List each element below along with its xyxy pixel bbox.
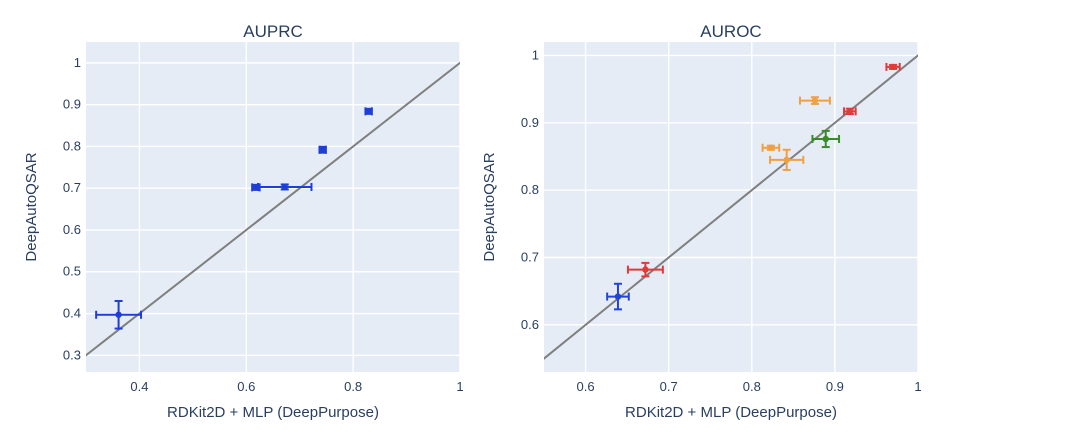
- y-tick-label: 0.7: [63, 180, 81, 195]
- point-marker: [642, 266, 649, 273]
- point-marker: [365, 108, 372, 115]
- plot-area: [86, 42, 460, 372]
- point-marker: [811, 97, 819, 104]
- data-point: [257, 182, 313, 191]
- data-point: [769, 148, 805, 171]
- y-tick-label: 0.8: [521, 182, 539, 197]
- y-tick-label: 1: [74, 55, 81, 70]
- y-tick-label: 0.6: [63, 222, 81, 237]
- x-tick-label: 0.6: [237, 379, 255, 394]
- point-marker: [822, 135, 829, 143]
- y-tick-label: 0.7: [521, 250, 539, 265]
- data-point: [626, 261, 664, 278]
- point-marker: [767, 144, 775, 151]
- x-tick-label: 0.6: [577, 379, 595, 394]
- data-point: [606, 282, 630, 311]
- y-tick-label: 0.5: [63, 264, 81, 279]
- y-tick-label: 0.4: [63, 306, 81, 321]
- x-tick-label: 0.4: [130, 379, 148, 394]
- point-marker: [614, 293, 622, 300]
- x-axis-title: RDKit2D + MLP (DeepPurpose): [625, 404, 837, 421]
- reference-line: [86, 61, 460, 357]
- y-axis-title: DeepAutoQSAR: [23, 152, 40, 261]
- chart-title: AUROC: [700, 22, 761, 41]
- x-tick-label: 0.8: [344, 379, 362, 394]
- data-point: [843, 107, 857, 116]
- data-point: [95, 299, 143, 330]
- point-marker: [281, 183, 288, 191]
- data-point: [364, 107, 373, 116]
- data-point: [811, 129, 841, 149]
- y-tick-label: 0.9: [521, 115, 539, 130]
- x-tick-label: 0.7: [660, 379, 678, 394]
- x-tick-label: 0.9: [826, 379, 844, 394]
- reference-line: [544, 54, 918, 360]
- data-point: [761, 143, 781, 152]
- point-marker: [846, 108, 854, 115]
- chart-auprc: 0.4 0.6 0.8 1 0.3 0.4 0.5 0.6 0.7 0.8 0.9 1 AUPRC RDK…: [23, 22, 464, 421]
- data-point: [798, 96, 831, 105]
- point-marker: [889, 63, 897, 71]
- x-tick-label: 0.8: [743, 379, 761, 394]
- y-axis-title: DeepAutoQSAR: [481, 152, 498, 261]
- chart-title: AUPRC: [243, 22, 303, 41]
- point-marker: [115, 311, 122, 318]
- y-tick-label: 0.3: [63, 347, 81, 362]
- data-point: [885, 62, 901, 71]
- point-marker: [319, 146, 326, 153]
- y-tick-label: 0.8: [63, 138, 81, 153]
- chart-auroc: 0.6 0.7 0.8 0.9 1 0.6 0.7 0.8 0.9 1 AUROC RDKit2D +…: [481, 22, 922, 421]
- x-tick-label: 1: [456, 379, 463, 394]
- y-tick-label: 1: [532, 47, 539, 62]
- x-axis-title: RDKit2D + MLP (DeepPurpose): [167, 404, 379, 421]
- data-point: [318, 145, 327, 154]
- x-tick-label: 1: [914, 379, 921, 394]
- y-tick-label: 0.6: [521, 317, 539, 332]
- point-marker: [783, 156, 790, 164]
- y-tick-label: 0.9: [63, 97, 81, 112]
